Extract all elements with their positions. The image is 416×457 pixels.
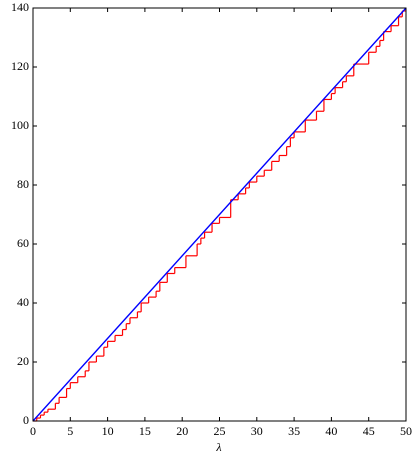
x-tick-label: 45 <box>363 424 375 438</box>
y-tick-label: 100 <box>11 118 29 132</box>
y-tick-label: 0 <box>23 413 29 427</box>
x-tick-label: 0 <box>30 424 36 438</box>
x-tick-label: 10 <box>102 424 114 438</box>
x-tick-label: 15 <box>139 424 151 438</box>
x-axis-label: λ <box>215 440 221 454</box>
plot-frame <box>32 7 407 422</box>
y-tick-label: 80 <box>17 177 29 191</box>
y-tick-label: 120 <box>11 59 29 73</box>
y-tick-label: 40 <box>17 295 29 309</box>
y-tick-label: 140 <box>11 0 29 14</box>
line <box>32 7 407 422</box>
x-tick-label: 50 <box>400 424 412 438</box>
y-tick-label: 20 <box>17 354 29 368</box>
x-tick-label: 20 <box>176 424 188 438</box>
x-tick-label: 30 <box>251 424 263 438</box>
x-tick-label: 40 <box>325 424 337 438</box>
x-tick-label: 5 <box>67 424 73 438</box>
x-tick-label: 35 <box>288 424 300 438</box>
x-tick-label: 25 <box>214 424 226 438</box>
y-tick-label: 60 <box>17 236 29 250</box>
